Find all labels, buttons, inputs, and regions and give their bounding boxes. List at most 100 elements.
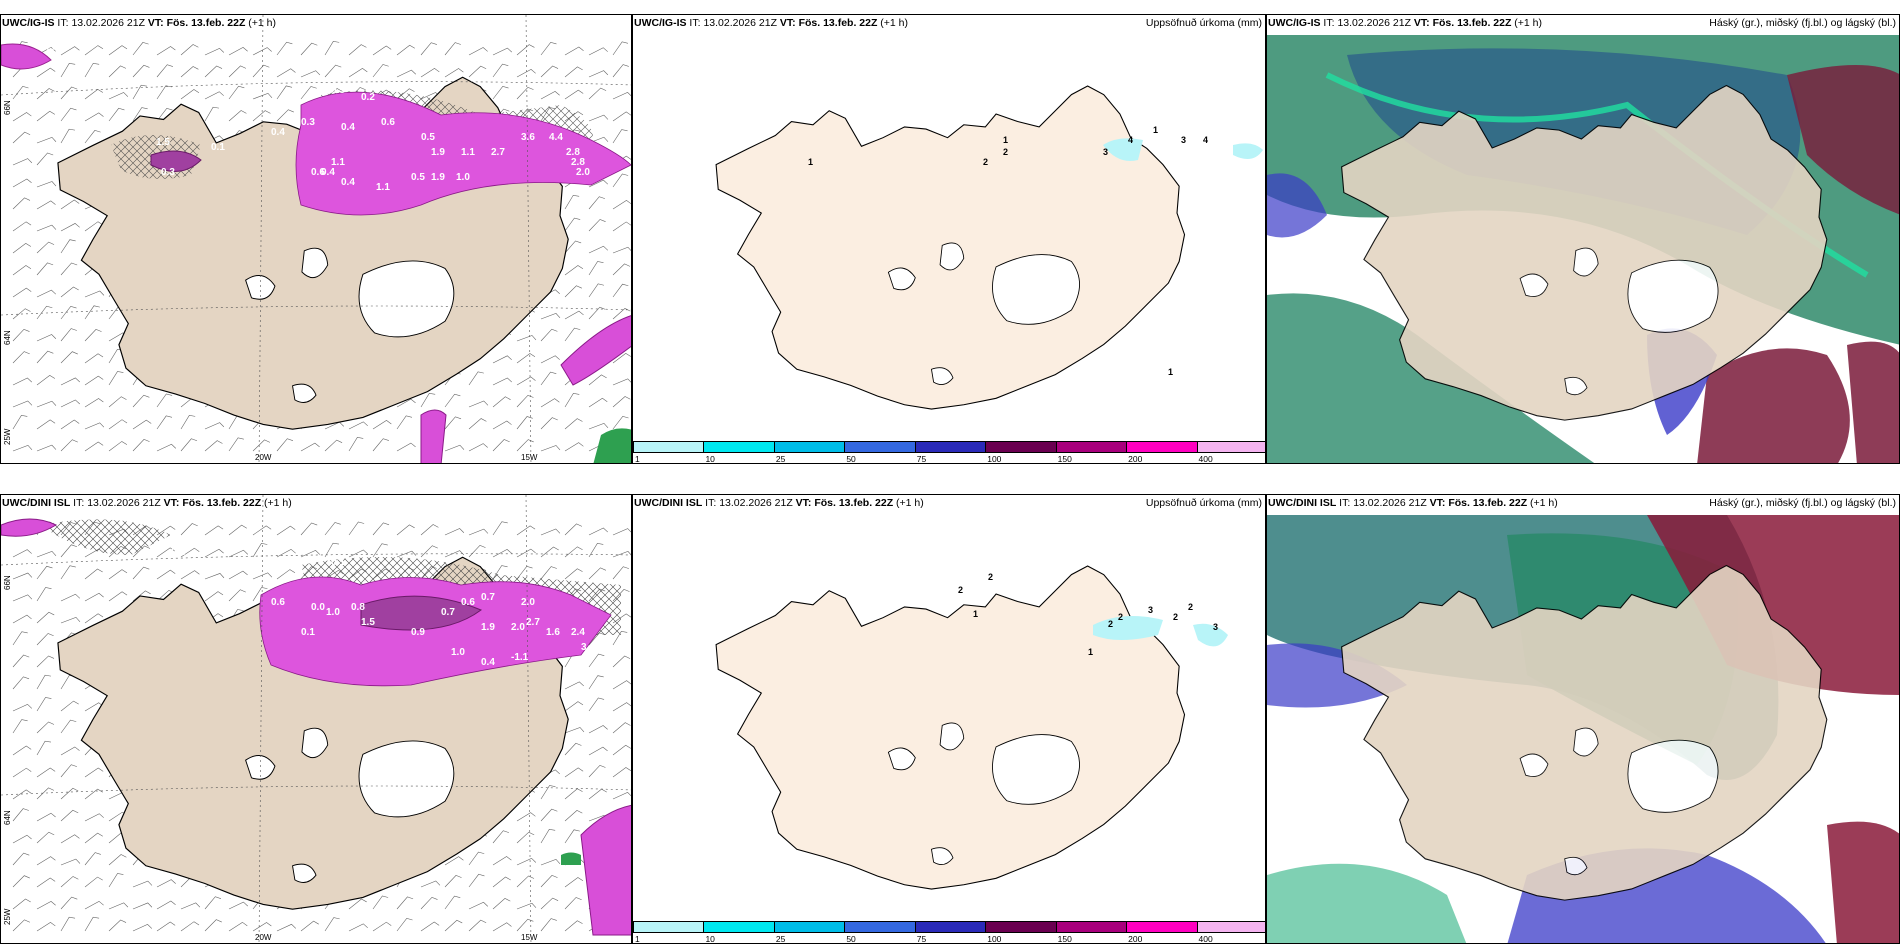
wind-barb [36,674,52,690]
wind-barb [36,200,56,210]
precip-value: 2 [1108,619,1113,629]
legend-swatch [633,441,705,453]
wind-barb [12,614,32,624]
panel-precip-igis: UWC/IG-IS IT: 13.02.2026 21Z VT: Fös. 13… [632,14,1266,464]
wind-barb [60,544,78,558]
wind-barb [180,414,196,430]
wind-barb [36,787,55,800]
lon-label: 15W [521,453,538,462]
precip-value: 1 [1153,125,1158,135]
value-label: 0.4 [481,657,495,668]
wind-barb [60,377,80,386]
value-label: 0.0 [311,602,325,613]
wind-barb [492,922,512,932]
wind-barb [12,549,32,558]
wind-barb [444,895,461,910]
wind-barb [372,45,392,56]
wind-barb [324,439,343,452]
legend-swatch [1055,441,1128,453]
value-label: 0.7 [441,607,455,618]
wind-barb [300,86,317,100]
wind-barb [252,64,270,78]
wind-barb [60,809,79,822]
wind-barb [12,131,31,144]
wind-barb [36,587,52,602]
wind-barb [588,179,609,188]
wind-barb [588,527,608,536]
wind-barb [612,92,631,100]
wind-barb [60,328,77,342]
wind-barb [12,415,28,430]
value-labels: 0.30.50.50.20.31.5 0.10.4 0.4 0.60.51.9 1.1 2… [41,42,590,193]
wind-barb [204,65,223,78]
wind-barb [60,199,80,210]
wind-barb [372,895,389,910]
value-label: 0.3 [41,42,55,53]
wind-barb [12,242,32,254]
wind-barb [36,152,54,166]
wind-barb [516,376,536,386]
wind-barb [372,522,390,536]
wind-barb [564,46,584,56]
wind-barb [60,876,79,888]
wind-barb [492,830,510,844]
wind-barb [60,239,76,254]
wind-barb [12,789,32,800]
value-label: 0.4 [271,127,285,138]
wind-barb [540,546,559,558]
wind-barb [156,64,173,78]
wind-barb [252,587,268,602]
wind-barb [156,879,176,888]
wind-barb [84,813,104,822]
wind-barb [564,265,584,276]
value-label: 0.6 [311,167,325,178]
wind-barb [492,396,511,408]
wind-barb [516,335,537,342]
panel-header: UWC/DINI ISL IT: 13.02.2026 21Z VT: Fös.… [634,497,924,509]
wind-barb [612,378,631,386]
wind-barb [612,396,631,408]
lat-label: 66N [3,100,12,115]
panel-wind-dini: 0.1 1.1 0.1 0.6 0.0 1.0 0.8 0.7 0.6 0.7 2.0 1.9 2.0 2… [0,494,632,944]
legend-label: 100 [987,934,1002,944]
wind-barb [84,852,101,866]
value-label: 1.0 [456,172,470,183]
legend-swatch [985,441,1057,453]
legend-swatch [703,441,775,453]
legend-swatch [1196,921,1265,933]
wind-barb [84,613,104,624]
panel-wind-igis: UWC/IG-IS IT: 13.02.2026 21Z VT: Fös. 13… [0,14,632,464]
value-label: 1.1 [331,157,345,168]
wind-barb [108,441,128,452]
wind-barb [420,524,439,536]
precip-value: 2 [988,572,993,582]
wind-barb [540,65,559,78]
wind-barb [12,197,31,210]
wind-barb [36,67,56,78]
wind-barb [180,523,198,536]
wind-barb [12,676,30,690]
wind-barb [132,590,151,602]
wind-barb [84,422,105,430]
wind-barb [612,655,631,668]
wind-barb [588,725,608,734]
wind-barb [420,921,440,932]
legend-swatch [844,921,916,933]
legend-label: 75 [916,454,927,464]
wind-barb [612,283,629,298]
wind-barb [372,438,389,452]
panel-header: UWC/DINI ISL IT: 13.02.2026 21Z VT: Fös.… [2,497,292,509]
legend-swatch [1196,441,1265,453]
legend-label: 1 [635,454,640,464]
legend-label: 50 [846,454,856,464]
wind-barb [540,918,557,932]
wind-barb [612,64,629,78]
wind-barb [612,352,631,364]
wind-barb [492,420,512,430]
wind-barb [588,567,607,580]
wind-barb [12,178,32,188]
wind-barb [156,415,173,430]
panel-header: UWC/IG-IS IT: 13.02.2026 21Z VT: Fös. 13… [634,17,909,29]
value-label: 0.6 [271,597,285,608]
value-label: 0.5 [411,172,425,183]
